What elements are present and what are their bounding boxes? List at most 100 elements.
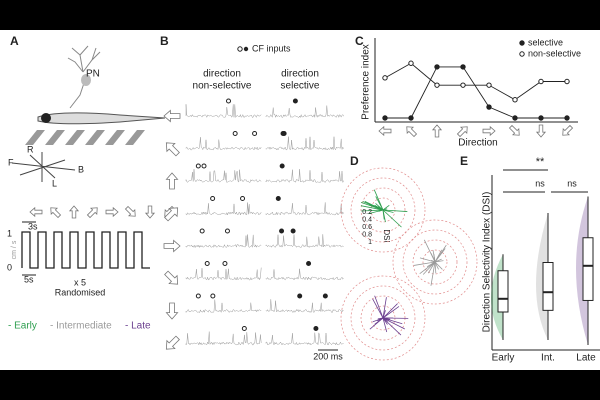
polar-ray bbox=[434, 249, 443, 263]
cf-marker bbox=[322, 293, 328, 299]
speed-unit: cm / s bbox=[11, 240, 18, 259]
ephys-trace bbox=[185, 299, 262, 314]
point bbox=[512, 115, 518, 121]
cf-marker bbox=[210, 196, 216, 201]
polar-ray bbox=[426, 261, 436, 268]
arrow-icon bbox=[165, 302, 179, 320]
polar-ring bbox=[412, 239, 458, 285]
legend-late: - Late bbox=[125, 321, 151, 332]
compass-label: L bbox=[52, 178, 57, 188]
cf-open bbox=[237, 46, 243, 52]
box bbox=[582, 237, 594, 301]
arrow-icon bbox=[165, 142, 180, 157]
cf-marker bbox=[195, 163, 201, 169]
arrow-icon bbox=[144, 205, 156, 219]
x-axis-label: Direction bbox=[458, 138, 497, 149]
column-title: non-selective bbox=[193, 81, 252, 92]
x-tick-label: Late bbox=[576, 353, 596, 364]
ephys-trace bbox=[265, 136, 344, 151]
direction-arrows bbox=[29, 205, 176, 219]
fish-eye bbox=[41, 113, 51, 123]
ephys-trace bbox=[265, 268, 344, 281]
neuron-label: PN bbox=[86, 69, 100, 80]
polar-ray bbox=[434, 258, 442, 263]
polar-ray bbox=[382, 317, 388, 333]
panel-label: D bbox=[350, 154, 359, 168]
cf-marker bbox=[292, 98, 298, 104]
point bbox=[538, 78, 544, 85]
column-title: selective bbox=[281, 81, 320, 92]
polar-ray bbox=[427, 261, 436, 274]
y-axis-label: Preference index bbox=[361, 44, 372, 120]
polar-ring bbox=[360, 187, 406, 233]
panel-label: A bbox=[10, 34, 19, 48]
cf-marker bbox=[240, 196, 246, 201]
polar-ray bbox=[430, 261, 436, 286]
polar-ray bbox=[382, 317, 388, 325]
repeat: x 5 bbox=[74, 277, 86, 287]
ephys-trace bbox=[265, 299, 344, 313]
cf-marker bbox=[224, 228, 230, 234]
arrow-icon bbox=[68, 205, 80, 219]
arrow-icon bbox=[508, 124, 520, 136]
cf-marker bbox=[195, 293, 201, 299]
x-tick-label: Early bbox=[492, 353, 515, 364]
x-tick-label: Int. bbox=[541, 353, 555, 364]
legend-marker bbox=[519, 40, 525, 46]
scale-label: 200 ms bbox=[313, 351, 343, 361]
point bbox=[460, 82, 466, 88]
arrow-icon bbox=[163, 239, 181, 253]
polar-ring bbox=[422, 249, 448, 275]
figure-bg bbox=[0, 30, 600, 370]
ephys-trace bbox=[265, 202, 344, 216]
significance: ** bbox=[536, 156, 545, 168]
polar-ring bbox=[392, 219, 478, 305]
box bbox=[542, 262, 554, 311]
ephys-trace bbox=[185, 331, 262, 346]
arrow-icon bbox=[535, 124, 547, 138]
speed-tick: 0 bbox=[7, 262, 12, 272]
polar-ray bbox=[434, 261, 443, 270]
cf-marker bbox=[201, 163, 207, 169]
point bbox=[408, 60, 414, 66]
cf-marker bbox=[280, 131, 286, 136]
panel-label: C bbox=[355, 34, 364, 48]
ephys-trace bbox=[185, 104, 262, 119]
cf-marker bbox=[275, 196, 281, 201]
cf-marker bbox=[290, 228, 296, 234]
cf-marker bbox=[204, 261, 210, 266]
arrow-icon bbox=[562, 124, 574, 136]
polar-ray bbox=[419, 257, 436, 263]
polar-ray bbox=[374, 295, 384, 319]
polar-ray bbox=[434, 261, 437, 274]
significance: ns bbox=[535, 178, 545, 188]
cf-marker bbox=[279, 163, 285, 169]
polar-ring bbox=[340, 167, 426, 253]
polar-ray bbox=[422, 261, 436, 275]
arrow-icon bbox=[105, 206, 119, 218]
cf-marker bbox=[313, 326, 319, 331]
ephys-trace bbox=[185, 169, 262, 183]
violin bbox=[576, 196, 588, 345]
dsi-tick: 0.6 bbox=[362, 224, 372, 231]
polar-ray bbox=[434, 248, 446, 263]
polar-ray bbox=[382, 208, 388, 211]
ephys-trace bbox=[185, 137, 262, 151]
polar-ray bbox=[368, 209, 384, 215]
cf-marker bbox=[297, 293, 303, 299]
legend-marker bbox=[519, 51, 525, 57]
panel-label: B bbox=[160, 34, 169, 48]
polar-ray bbox=[382, 209, 402, 228]
legend-label: selective bbox=[528, 37, 563, 47]
polar-ring bbox=[402, 229, 468, 295]
panel-label: E bbox=[460, 154, 468, 168]
polar-ray bbox=[364, 201, 384, 211]
point bbox=[460, 64, 466, 70]
box bbox=[497, 270, 509, 313]
point bbox=[434, 64, 440, 70]
line bbox=[385, 66, 567, 119]
dsi-tick: 0.2 bbox=[362, 209, 372, 216]
polar-ray bbox=[434, 261, 439, 270]
ephys-trace bbox=[265, 234, 344, 248]
